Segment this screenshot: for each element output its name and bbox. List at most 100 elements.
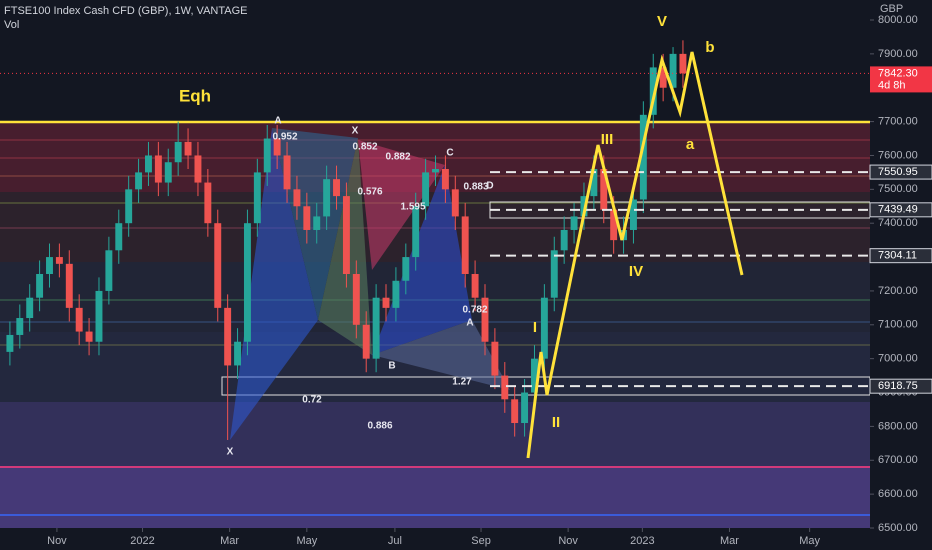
candle-body [511,399,519,424]
candle-body [432,169,439,173]
annotation: A [274,116,281,127]
annotation: D [486,181,493,192]
candle-body [303,206,311,230]
y-tick-label: 7400.00 [878,217,918,229]
currency-label: GBP [880,3,903,15]
price-label: 7304.11 [878,250,917,262]
annotation: IV [629,263,643,280]
candle-body [75,307,83,332]
annotation: 0.72 [302,395,322,406]
candle-body [164,162,172,183]
volume-label: Vol [4,19,19,31]
candle-body [105,250,113,291]
y-tick-label: 7700.00 [878,116,918,128]
x-tick-label: Nov [47,535,67,547]
candle-body [145,155,152,173]
x-tick-label: Jul [388,535,402,547]
candle-body [402,257,410,281]
candle-body [194,155,202,183]
x-tick-label: Nov [558,535,578,547]
candle-body [135,172,143,190]
price-label-box [869,202,932,218]
price-label-box [869,164,932,180]
candle-body [550,250,558,298]
x-tick-label: 2023 [630,535,654,547]
annotation: a [686,136,695,153]
candle-body [451,189,459,217]
candle-body [441,169,449,190]
annotation: 0.883 [463,182,488,193]
x-tick-label: Sep [471,535,491,547]
candle-body [263,138,271,173]
annotation: X [352,126,359,137]
price-label-box [869,248,932,264]
annotation: C [446,148,453,159]
candle-body [26,297,34,319]
candle-body [184,141,192,156]
candle-body [659,67,667,88]
annotation: 1.595 [400,202,425,213]
candle-body [382,297,390,308]
y-tick-label: 6700.00 [878,454,918,466]
x-tick-label: Mar [220,535,239,547]
candle-body [372,297,380,359]
price-label: 7550.95 [878,166,918,178]
annotations: Eqh V b III a IV I II 0.952 0.852 0.882 … [179,13,715,458]
candle-body [362,324,370,359]
x-tick-label: May [296,535,317,547]
countdown: 4d 8h [878,79,906,91]
candle-body [16,318,24,335]
candle-body [610,209,618,241]
candle-body [174,141,182,163]
y-tick-label: 7900.00 [878,48,918,60]
annotation: 0.952 [272,132,297,143]
y-tick-label: 6500.00 [878,522,918,534]
candle-body [471,274,479,298]
candle-body [560,229,568,251]
x-tick-label: 2022 [130,535,154,547]
wave-line [526,51,744,459]
x-tick-label: May [799,535,820,547]
y-tick-label: 7100.00 [878,319,918,331]
y-tick-label: 8000.00 [878,14,918,26]
candle-body [214,223,222,308]
axes: 6500.006600.006700.006800.006900.007000.… [47,14,932,547]
candle-body [392,280,400,308]
candle-body [55,257,63,264]
candle-body [234,341,242,366]
candle-body [313,216,321,230]
candle-body [540,297,548,359]
annotation: V [657,13,667,30]
candle-body [669,53,677,88]
annotation: A [466,318,473,329]
annotation: 0.576 [357,187,382,198]
candle-body [342,196,350,274]
annotation: 0.852 [352,142,377,153]
annotation: X [227,447,234,458]
candle-body [580,196,588,217]
candle-body [649,67,657,115]
chart-title: FTSE100 Index Cash CFD (GBP), 1W, VANTAG… [4,5,248,17]
candle-body [333,179,340,197]
y-tick-label: 7500.00 [878,183,918,195]
price-label-box [869,378,932,394]
candle-body [6,334,14,352]
y-tick-label: 7600.00 [878,149,918,161]
candle-body [65,263,73,308]
annotation: II [552,414,560,431]
price-label: 6918.75 [878,380,918,392]
candle-body [639,114,647,200]
candle-body [125,189,133,224]
candle-body [293,189,301,207]
x-tick-label: Mar [720,535,739,547]
price-label-box [870,66,932,93]
candle-body [283,155,291,190]
candle-body [501,375,509,400]
candle-body [323,179,331,217]
candle-body [629,199,637,230]
y-tick-label: 6800.00 [878,420,918,432]
annotation: 0.886 [367,421,392,432]
candle-body [224,307,232,366]
plot-area [0,40,870,440]
